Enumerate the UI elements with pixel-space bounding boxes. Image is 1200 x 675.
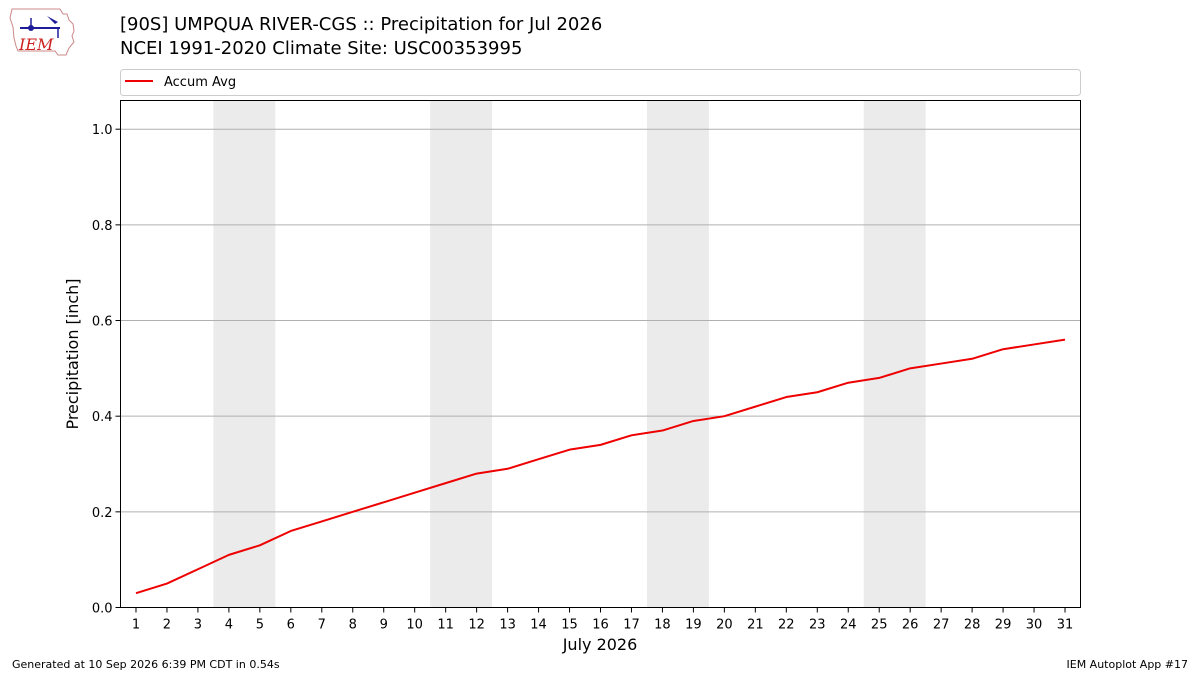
- y-tick-label: 1.0: [92, 123, 113, 138]
- weekend-band: [646, 100, 709, 608]
- y-axis-label: Precipitation [inch]: [63, 278, 82, 429]
- data-point: [197, 568, 199, 570]
- data-point: [259, 544, 261, 546]
- data-point: [383, 501, 385, 503]
- data-point: [847, 382, 849, 384]
- y-tick-label: 0.6: [92, 315, 113, 330]
- x-tick-label: 30: [1026, 618, 1043, 633]
- x-tick-label: 14: [530, 618, 547, 633]
- data-point: [445, 482, 447, 484]
- data-point: [321, 520, 323, 522]
- x-tick-label: 8: [349, 618, 357, 633]
- data-point: [228, 554, 230, 556]
- x-tick-label: 6: [287, 618, 295, 633]
- x-tick-label: 20: [716, 618, 733, 633]
- x-tick-label: 7: [318, 618, 326, 633]
- x-tick-label: 26: [902, 618, 919, 633]
- data-point: [878, 377, 880, 379]
- weekend-band: [863, 100, 926, 608]
- data-point: [692, 420, 694, 422]
- footer-app: IEM Autoplot App #17: [1067, 658, 1189, 671]
- data-point: [414, 492, 416, 494]
- x-tick-label: 15: [561, 618, 578, 633]
- chart-subtitle: NCEI 1991-2020 Climate Site: USC00353995: [120, 38, 522, 59]
- data-point: [630, 434, 632, 436]
- x-tick-label: 19: [685, 618, 702, 633]
- data-point: [476, 473, 478, 475]
- data-point: [538, 458, 540, 460]
- data-point: [723, 415, 725, 417]
- x-tick-label: 24: [840, 618, 857, 633]
- x-tick-label: 4: [225, 618, 233, 633]
- iem-logo-text: IEM: [18, 35, 54, 54]
- x-tick-label: 12: [468, 618, 485, 633]
- y-tick-label: 0.2: [92, 506, 113, 521]
- x-tick-label: 18: [654, 618, 671, 633]
- series-layer: [135, 338, 1066, 595]
- series-line: [135, 338, 1066, 595]
- x-tick-label: 16: [592, 618, 609, 633]
- data-point: [971, 358, 973, 360]
- data-point: [1002, 348, 1004, 350]
- legend-box: [120, 69, 1081, 96]
- y-tick-label: 0.4: [92, 410, 113, 425]
- data-point: [940, 363, 942, 365]
- footer-generated: Generated at 10 Sep 2026 6:39 PM CDT in …: [12, 658, 280, 671]
- x-tick-label: 21: [747, 618, 764, 633]
- y-tick-label: 0.8: [92, 219, 113, 234]
- legend-label: Accum Avg: [164, 75, 236, 90]
- data-point: [785, 396, 787, 398]
- y-axis: 0.0 0.2 0.4 0.6 0.8 1.0: [92, 123, 121, 617]
- x-tick-label: 5: [256, 618, 264, 633]
- x-tick-label: 28: [964, 618, 981, 633]
- x-tick-label: 17: [623, 618, 640, 633]
- x-tick-label: 25: [871, 618, 888, 633]
- data-point: [909, 367, 911, 369]
- data-point: [166, 583, 168, 585]
- x-tick-label: 13: [499, 618, 516, 633]
- x-tick-label: 2: [163, 618, 171, 633]
- data-point: [1033, 343, 1035, 345]
- x-tick-label: 3: [194, 618, 202, 633]
- x-tick-label: 27: [933, 618, 950, 633]
- data-point: [290, 530, 292, 532]
- x-tick-label: 11: [437, 618, 454, 633]
- weekend-band: [213, 100, 276, 608]
- iem-logo: IEM: [9, 8, 75, 56]
- x-tick-label: 29: [995, 618, 1012, 633]
- data-point: [754, 406, 756, 408]
- data-point: [352, 511, 354, 513]
- weekend-bands: [213, 100, 926, 608]
- weekend-band: [430, 100, 493, 608]
- data-point: [816, 391, 818, 393]
- x-tick-label: 22: [778, 618, 795, 633]
- data-point: [507, 468, 509, 470]
- legend: Accum Avg: [120, 69, 1081, 96]
- chart-title: [90S] UMPQUA RIVER-CGS :: Precipitation …: [120, 14, 602, 35]
- data-point: [661, 430, 663, 432]
- x-tick-label: 10: [406, 618, 423, 633]
- x-axis-label: July 2026: [562, 635, 638, 654]
- data-point: [569, 449, 571, 451]
- data-point: [1064, 339, 1066, 341]
- data-point: [135, 592, 137, 594]
- x-tick-label: 31: [1057, 618, 1074, 633]
- x-axis: 1 2 3 4 5 6 7 8 9 10 11 12 13 14 15 16 17 18 19 20 21 22 23 24 2…: [132, 607, 1074, 633]
- data-point: [600, 444, 602, 446]
- x-tick-label: 23: [809, 618, 826, 633]
- x-tick-label: 9: [380, 618, 388, 633]
- x-tick-label: 1: [132, 618, 140, 633]
- y-tick-label: 0.0: [92, 602, 113, 617]
